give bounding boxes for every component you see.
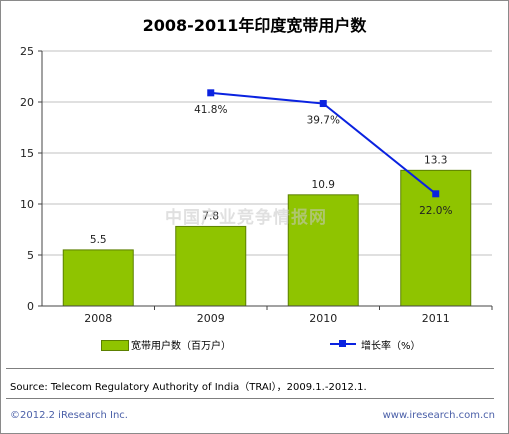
copyright: ©2012.2 iResearch Inc. [10, 410, 128, 421]
growth-value-label: 22.0% [419, 205, 452, 217]
legend-line-label: 增长率（%） [361, 341, 421, 352]
legend-bar-label: 宽带用户数（百万户） [131, 341, 231, 352]
chart-title: 2008-2011年印度宽带用户数 [142, 16, 367, 35]
growth-marker [319, 100, 327, 108]
y-tick-label: 25 [20, 45, 34, 58]
legend-bar-swatch [101, 340, 129, 351]
y-axis: 0 5 10 15 20 25 [20, 45, 43, 313]
bar [175, 225, 247, 307]
line-series: 41.8% 39.7% 22.0% [194, 89, 452, 217]
website-link: www.iresearch.com.cn [382, 410, 495, 421]
y-tick-label: 20 [20, 96, 34, 109]
x-tick-label: 2008 [84, 312, 112, 325]
bar-value-label: 5.5 [90, 234, 107, 246]
x-tick-label: 2009 [197, 312, 225, 325]
watermark: 中国产业竞争情报网 [165, 208, 327, 228]
bar-value-label: 7.8 [202, 210, 219, 222]
bar-value-label: 13.3 [424, 154, 447, 166]
divider-top [6, 368, 494, 369]
y-tick-label: 15 [20, 147, 34, 160]
y-tick-label: 5 [27, 249, 34, 262]
bar [62, 249, 134, 307]
growth-value-label: 41.8% [194, 104, 227, 116]
y-tick-label: 0 [27, 300, 34, 313]
y-tick-label: 10 [20, 198, 34, 211]
bar-value-label: 10.9 [312, 179, 335, 191]
legend-line-marker [339, 340, 346, 347]
bar [287, 194, 359, 307]
divider-bottom [6, 398, 494, 399]
growth-marker [207, 89, 215, 97]
x-tick-label: 2010 [309, 312, 337, 325]
source-note: Source: Telecom Regulatory Authority of … [10, 382, 367, 393]
growth-marker [432, 190, 440, 198]
x-tick-label: 2011 [422, 312, 450, 325]
bar-series: 5.5 7.8 10.9 13.3 [62, 154, 472, 307]
x-axis: 2008 2009 2010 2011 [42, 305, 493, 325]
growth-value-label: 39.7% [307, 115, 340, 127]
